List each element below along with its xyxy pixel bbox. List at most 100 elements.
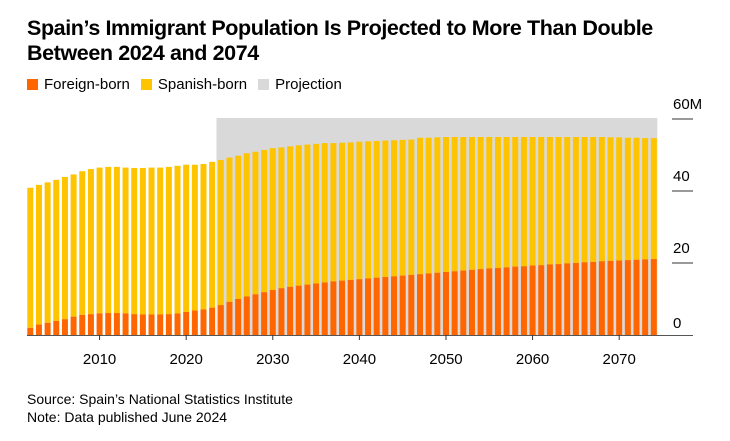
bar-foreign-born (148, 314, 155, 335)
bar-spanish-born (122, 167, 129, 314)
x-tick-label: 2070 (602, 351, 635, 368)
bar-foreign-born (624, 260, 631, 335)
bar-foreign-born (226, 301, 233, 335)
bar-foreign-born (105, 313, 112, 335)
bar-spanish-born (79, 171, 86, 315)
bar-foreign-born (564, 263, 571, 335)
bar-spanish-born (53, 179, 60, 321)
legend-item-spanish-born: Spanish-born (140, 76, 247, 93)
bar-foreign-born (330, 281, 337, 335)
bar-foreign-born (590, 261, 597, 335)
bar-foreign-born (477, 269, 484, 335)
bar-spanish-born (494, 137, 501, 269)
bar-foreign-born (512, 266, 519, 335)
bar-spanish-born (347, 142, 354, 280)
bar-foreign-born (607, 260, 614, 335)
bar-spanish-born (113, 166, 120, 314)
bar-foreign-born (520, 266, 527, 335)
bar-spanish-born (434, 137, 441, 273)
x-tick-label: 2050 (429, 351, 462, 368)
bar-foreign-born (650, 259, 657, 335)
bar-spanish-born (503, 137, 510, 268)
bar-spanish-born (572, 137, 579, 263)
bar-spanish-born (157, 167, 164, 315)
bar-spanish-born (243, 153, 250, 297)
chart-title: Spain’s Immigrant Population Is Projecte… (27, 16, 653, 65)
bar-foreign-born (555, 264, 562, 335)
bar-spanish-born (226, 157, 233, 302)
bar-foreign-born (295, 285, 302, 335)
bar-spanish-born (200, 164, 207, 310)
bar-spanish-born (373, 140, 380, 278)
bar-foreign-born (269, 290, 276, 335)
bar-foreign-born (486, 268, 493, 335)
bar-spanish-born (451, 137, 458, 272)
bar-foreign-born (165, 314, 172, 335)
bars-layer (27, 137, 657, 335)
bar-spanish-born (408, 139, 415, 275)
bar-spanish-born (278, 147, 285, 289)
bar-spanish-born (217, 160, 224, 306)
bar-foreign-born (633, 259, 640, 335)
bar-foreign-born (442, 272, 449, 335)
bar-foreign-born (243, 296, 250, 335)
legend-swatch-foreign-born (27, 79, 38, 90)
bar-foreign-born (304, 284, 311, 335)
bar-spanish-born (442, 137, 449, 272)
bar-foreign-born (53, 320, 60, 335)
bar-spanish-born (624, 137, 631, 261)
bar-spanish-born (96, 167, 103, 314)
bar-spanish-born (313, 143, 320, 284)
legend-item-foreign-born: Foreign-born (27, 76, 130, 93)
bar-foreign-born (425, 273, 432, 335)
bar-spanish-born (633, 137, 640, 260)
bar-spanish-born (598, 137, 605, 262)
bar-spanish-born (607, 137, 614, 261)
bar-foreign-born (61, 319, 68, 335)
bar-foreign-born (365, 278, 372, 335)
bar-foreign-born (252, 294, 259, 335)
bar-spanish-born (148, 167, 155, 315)
bar-foreign-born (200, 309, 207, 335)
bar-foreign-born (572, 263, 579, 335)
bar-spanish-born (44, 182, 51, 323)
bar-foreign-born (642, 259, 649, 335)
bar-foreign-born (27, 327, 34, 335)
bar-spanish-born (139, 167, 146, 315)
chart-legend: Foreign-born Spanish-born Projection (27, 76, 353, 93)
bar-spanish-born (590, 137, 597, 262)
bar-spanish-born (546, 137, 553, 265)
bar-spanish-born (209, 161, 216, 308)
bar-spanish-born (70, 174, 77, 317)
bar-spanish-born (529, 137, 536, 266)
bar-spanish-born (183, 164, 190, 312)
bar-foreign-born (217, 305, 224, 335)
data-note: Note: Data published June 2024 (27, 409, 228, 425)
bar-spanish-born (650, 138, 657, 260)
y-tick-label: 40 (673, 168, 690, 185)
bar-foreign-born (503, 267, 510, 335)
bar-spanish-born (391, 140, 398, 277)
bar-foreign-born (598, 261, 605, 335)
bar-spanish-born (555, 137, 562, 265)
bar-spanish-born (287, 146, 294, 287)
bar-foreign-born (356, 279, 363, 335)
bar-spanish-born (538, 137, 545, 266)
bar-foreign-born (529, 265, 536, 335)
bar-spanish-born (304, 144, 311, 285)
legend-swatch-spanish-born (140, 79, 152, 90)
legend-label-foreign-born: Foreign-born (44, 76, 130, 93)
bar-foreign-born (70, 316, 77, 335)
bar-foreign-born (79, 314, 86, 335)
x-tick-label: 2010 (83, 351, 116, 368)
bar-foreign-born (278, 288, 285, 335)
bar-spanish-born (131, 167, 138, 315)
bar-spanish-born (330, 143, 337, 282)
bar-spanish-born (417, 137, 423, 275)
bar-foreign-born (87, 314, 94, 335)
legend-item-projection: Projection (258, 76, 342, 93)
bar-spanish-born (269, 148, 276, 290)
bar-foreign-born (35, 324, 42, 335)
bar-spanish-born (295, 145, 302, 286)
